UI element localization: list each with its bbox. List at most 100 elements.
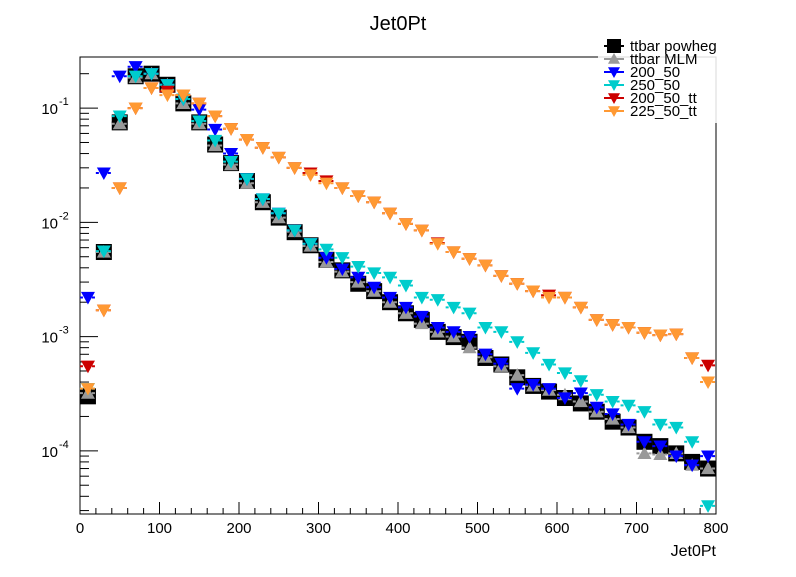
data-point (239, 133, 254, 147)
series-layer (79, 61, 717, 513)
data-point (510, 278, 525, 291)
legend-label: 200_50 (630, 64, 680, 81)
data-point (653, 447, 668, 461)
data-point (494, 270, 509, 283)
legend-entry: ttbar powheg (604, 38, 717, 55)
data-point (462, 253, 477, 266)
data-point (255, 193, 270, 207)
data-point (208, 110, 223, 124)
data-point (446, 246, 461, 260)
data-point (701, 500, 716, 513)
data-point (383, 271, 398, 285)
data-point (239, 173, 254, 186)
legend-marker (608, 106, 620, 117)
y-tick-exponent: -1 (59, 96, 69, 108)
data-point (669, 450, 684, 464)
data-point (112, 70, 127, 84)
legend-marker (608, 93, 620, 104)
data-point (557, 291, 572, 305)
data-point (398, 301, 413, 315)
x-tick-label: 600 (544, 520, 569, 537)
data-point (112, 110, 127, 124)
data-point (96, 245, 111, 259)
data-point (144, 82, 159, 95)
y-tick-exponent: -4 (59, 439, 69, 451)
x-tick-label: 200 (226, 520, 251, 537)
series-5 (79, 82, 717, 396)
legend-marker (607, 39, 621, 53)
data-point (526, 347, 541, 360)
data-point (414, 310, 429, 324)
data-point (351, 260, 366, 274)
data-point (573, 375, 588, 388)
data-point (367, 281, 382, 295)
legend-label: 250_50 (630, 77, 680, 94)
legend-entry: 200_50 (604, 64, 680, 81)
data-point (430, 321, 445, 335)
data-point (573, 394, 588, 408)
data-point (192, 115, 207, 129)
legend-entry: 200_50_tt (604, 90, 698, 107)
data-point (462, 330, 477, 344)
data-point (653, 329, 668, 343)
legend-entry: ttbar MLM (604, 51, 698, 68)
chart-title: Jet0Pt (370, 13, 427, 35)
data-point (494, 358, 509, 371)
data-point (621, 418, 636, 432)
data-point (398, 218, 413, 231)
data-point (383, 207, 398, 221)
data-point (526, 378, 541, 392)
data-point (478, 321, 493, 335)
legend-label: 225_50_tt (630, 103, 698, 120)
data-point (542, 291, 557, 305)
data-point (80, 360, 95, 374)
data-point (573, 387, 588, 401)
data-point (462, 340, 477, 354)
x-axis-label: Jet0Pt (671, 543, 717, 560)
data-point (351, 271, 366, 285)
data-point (637, 436, 652, 449)
x-tick-label: 100 (147, 520, 172, 537)
legend-entry: 250_50 (604, 77, 680, 94)
x-axis: 0 100 200 300 400 500 600 700 800 (76, 502, 729, 537)
data-point (462, 307, 477, 321)
data-point (637, 406, 652, 419)
data-point (589, 389, 604, 402)
data-point (621, 399, 636, 413)
data-point (494, 326, 509, 339)
data-point (685, 352, 700, 365)
data-point (80, 383, 95, 396)
data-point (669, 328, 684, 342)
data-point (303, 238, 318, 251)
data-point (367, 267, 382, 281)
data-point (319, 252, 334, 265)
data-point (96, 167, 111, 181)
data-point (271, 151, 286, 165)
series-3 (79, 68, 717, 513)
data-point (542, 358, 557, 372)
data-point (605, 395, 620, 409)
data-point (430, 238, 445, 251)
data-point (351, 190, 366, 204)
data-point (653, 440, 668, 454)
data-point (621, 321, 636, 335)
data-point (80, 291, 95, 305)
y-tick-label: 10 (41, 215, 58, 232)
data-point (685, 459, 700, 473)
data-point (383, 291, 398, 305)
data-point (653, 418, 668, 432)
data-point (510, 383, 525, 396)
y-tick-label: 10 (41, 101, 58, 118)
data-point (287, 162, 302, 175)
data-point (478, 259, 493, 273)
data-point (637, 327, 652, 340)
legend-label: 200_50_tt (630, 90, 698, 107)
data-point (335, 252, 350, 265)
data-point (112, 182, 127, 195)
legend-marker (608, 53, 620, 64)
x-tick-label: 700 (624, 520, 649, 537)
x-tick-label: 0 (76, 520, 84, 537)
data-point (176, 89, 191, 103)
